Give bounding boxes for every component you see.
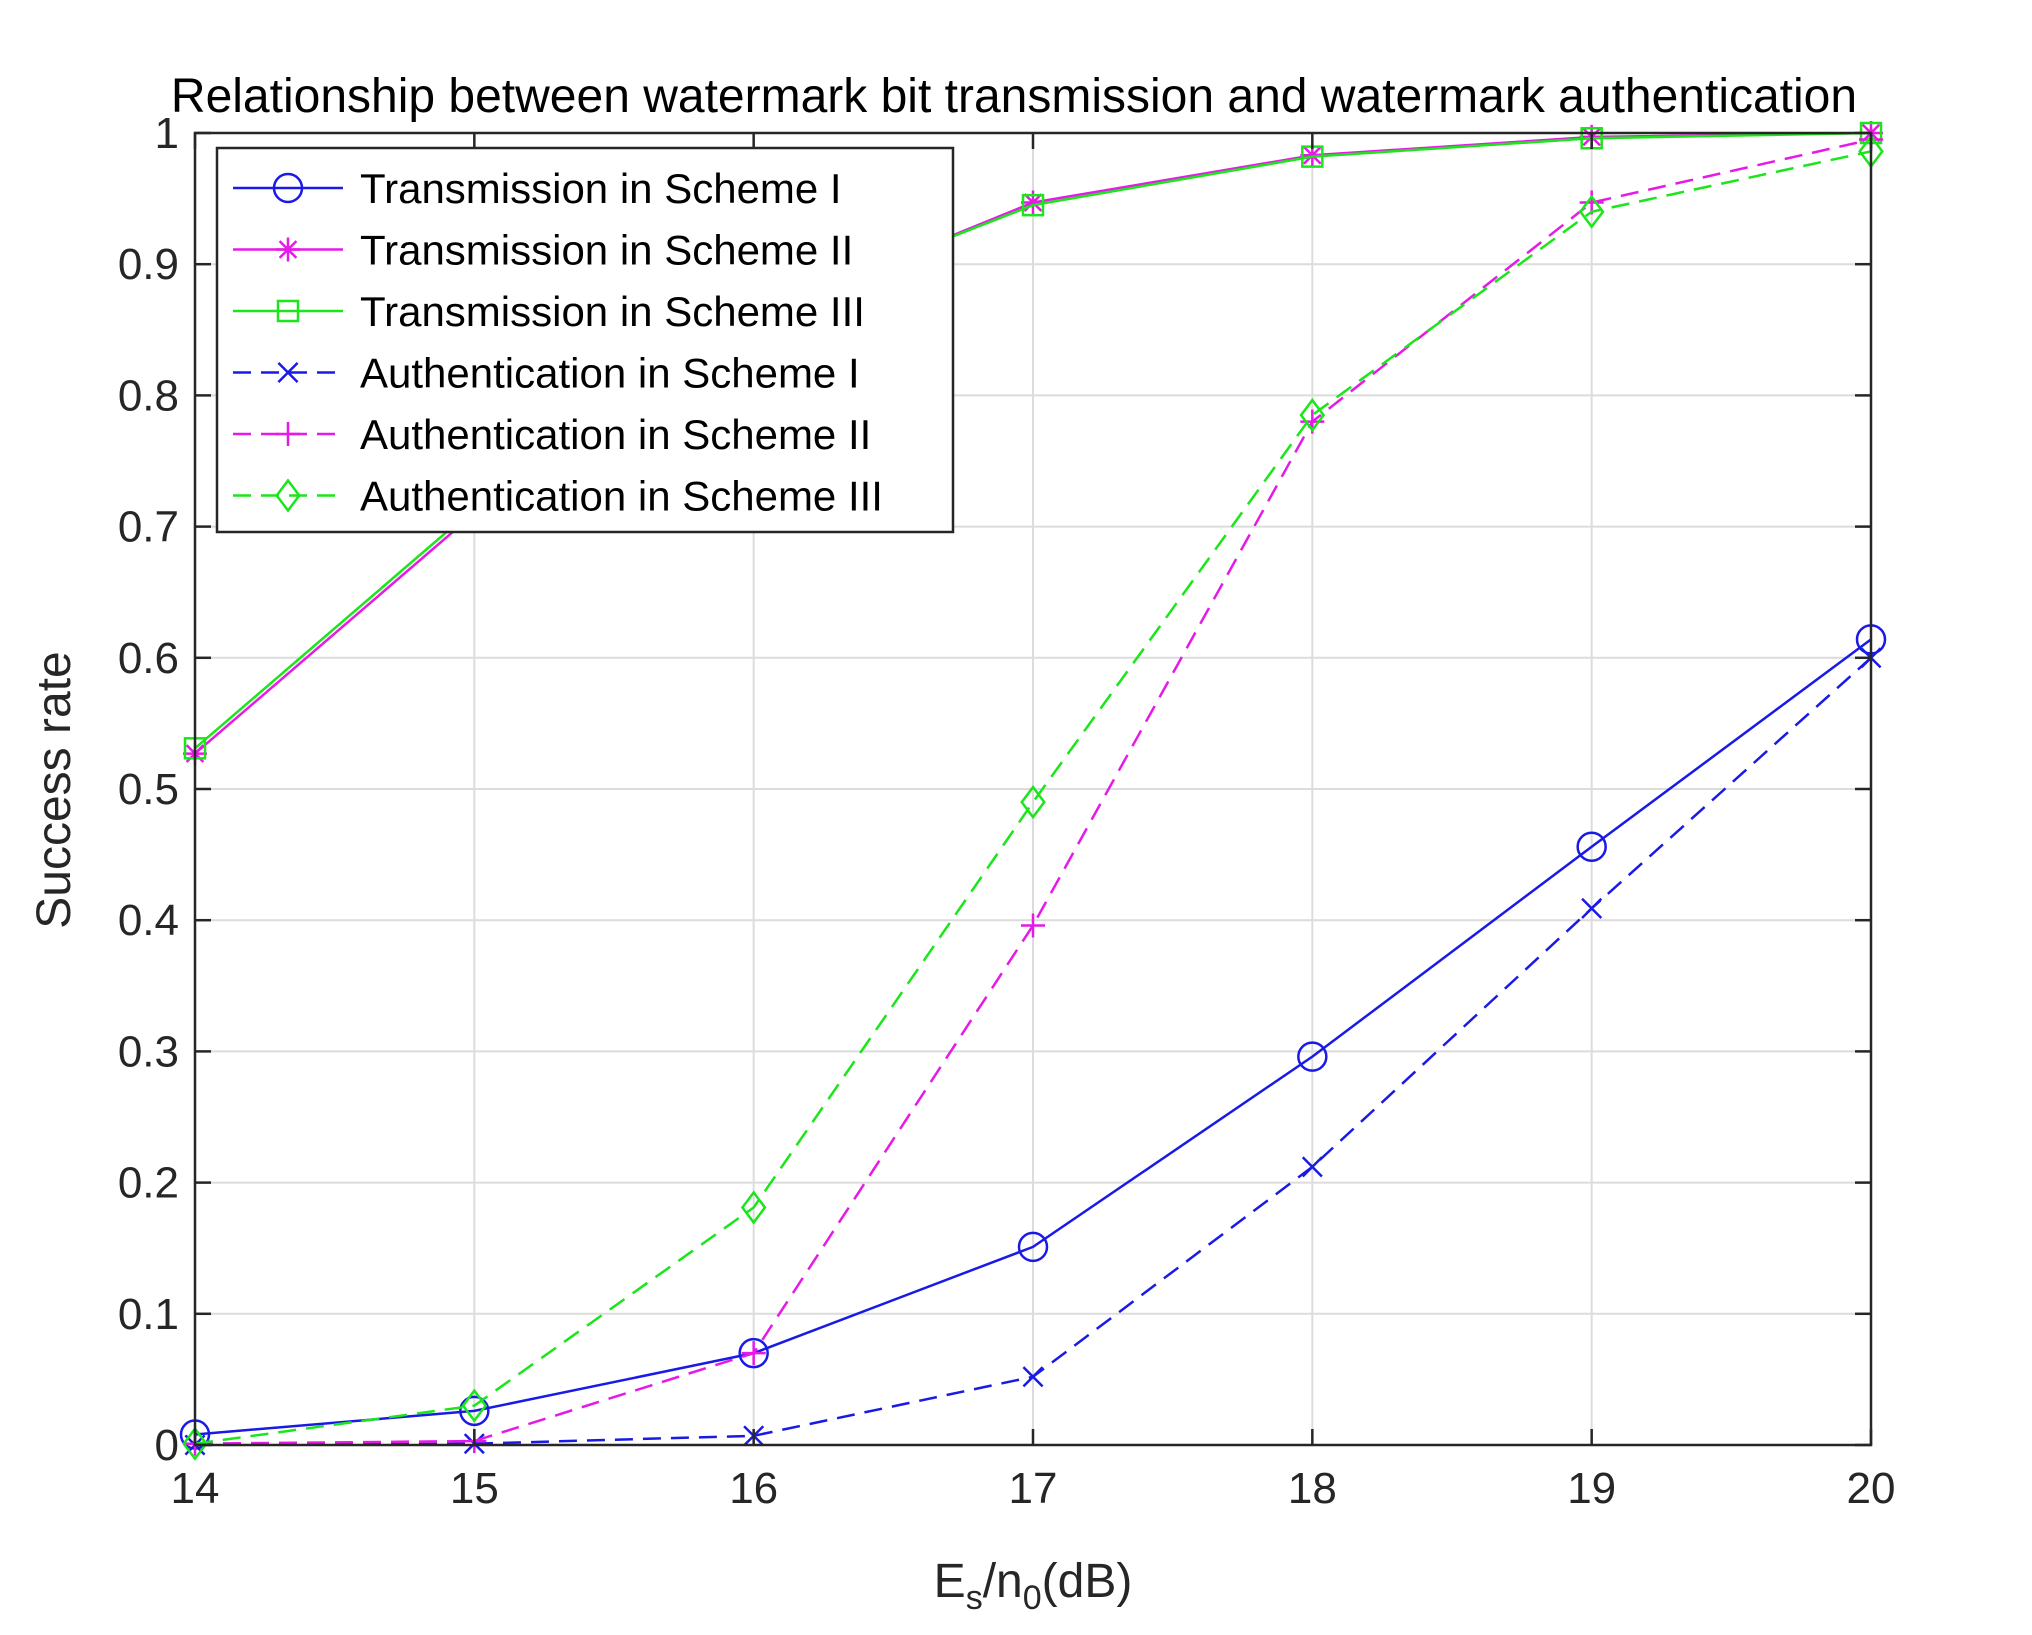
series-point-x (1022, 1366, 1044, 1388)
series-point-plus (276, 422, 300, 446)
series-point-asterisk (1300, 143, 1325, 168)
series-point-square (276, 299, 300, 323)
legend-item: Transmission in Scheme II (233, 227, 853, 274)
series-point-diamond (275, 478, 301, 513)
y-tick-label: 0.8 (118, 371, 179, 420)
series-point-circle (1297, 1041, 1328, 1072)
series-point-diamond (461, 1388, 488, 1423)
series-point-plus (741, 1341, 766, 1366)
series-point-circle (1017, 1231, 1049, 1263)
series-point-diamond (740, 1190, 767, 1225)
x-tick-label: 14 (171, 1464, 220, 1513)
x-tick-label: 16 (729, 1464, 778, 1513)
y-axis-label: Success rate (28, 651, 81, 928)
legend-item: Authentication in Scheme II (233, 411, 871, 458)
legend-label: Authentication in Scheme I (360, 350, 860, 397)
x-axis-label: Es/n0(dB) (934, 1555, 1133, 1617)
series-point-diamond (1299, 397, 1326, 433)
x-axis-label-mid: /n (983, 1555, 1023, 1608)
x-axis-label-sub2: 0 (1023, 1579, 1042, 1617)
x-axis-label-base: E (934, 1555, 966, 1608)
series-line (194, 150, 1872, 1445)
legend-item: Authentication in Scheme I (233, 350, 860, 397)
legend-label: Transmission in Scheme III (360, 288, 865, 335)
legend-item: Transmission in Scheme III (233, 288, 865, 335)
legend-item: Authentication in Scheme III (233, 473, 883, 520)
series-point-circle (738, 1337, 769, 1369)
y-tick-label: 0.2 (118, 1159, 179, 1208)
legend-item: Transmission in Scheme I (233, 165, 842, 212)
x-axis-label-tail: (dB) (1042, 1555, 1133, 1608)
series-line (194, 638, 1872, 1436)
legend-label: Transmission in Scheme I (360, 165, 842, 212)
x-tick-label: 20 (1847, 1464, 1896, 1513)
y-tick-label: 0.7 (118, 503, 179, 552)
y-tick-label: 0.5 (118, 765, 179, 814)
series-point-square (1021, 193, 1045, 217)
series-point-diamond (1020, 785, 1046, 820)
legend-label: Authentication in Scheme III (360, 473, 883, 520)
series-point-circle (459, 1395, 490, 1427)
x-axis-label-sub1: s (966, 1579, 983, 1617)
y-tick-label: 0.9 (118, 240, 179, 289)
series-point-x (277, 362, 299, 383)
y-tick-label: 0.3 (118, 1027, 179, 1076)
series-6 (182, 134, 1884, 1461)
series-point-plus (1021, 913, 1045, 938)
y-tick-label: 0 (155, 1421, 179, 1470)
x-tick-label: 18 (1288, 1464, 1337, 1513)
series-point-circle (272, 172, 304, 204)
x-tick-label: 15 (450, 1464, 499, 1513)
legend-label: Authentication in Scheme II (360, 411, 871, 458)
series-point-diamond (1578, 194, 1605, 229)
series-point-asterisk (276, 237, 300, 262)
series-point-x (1301, 1156, 1323, 1178)
x-tick-label: 17 (1009, 1464, 1058, 1513)
chart-title: Relationship between watermark bit trans… (171, 70, 1857, 123)
y-tick-label: 1 (155, 109, 179, 158)
legend-label: Transmission in Scheme II (360, 227, 853, 274)
y-tick-label: 0.1 (118, 1290, 179, 1339)
series-point-circle (1576, 831, 1607, 862)
y-tick-label: 0.4 (118, 896, 179, 945)
series-point-x (1581, 897, 1603, 919)
ticks: 14 15 16 17 18 19 20 0 0.1 0.2 0.3 0.4 0.5 0.6 0.7 0.8 0… (118, 109, 1896, 1513)
legend-box (215, 146, 955, 534)
series-point-diamond (182, 1426, 208, 1461)
series-point-asterisk (1021, 190, 1045, 215)
y-tick-label: 0.6 (118, 634, 179, 683)
legend: Transmission in Scheme I Transmission in … (215, 146, 955, 534)
x-tick-label: 19 (1567, 1464, 1616, 1513)
